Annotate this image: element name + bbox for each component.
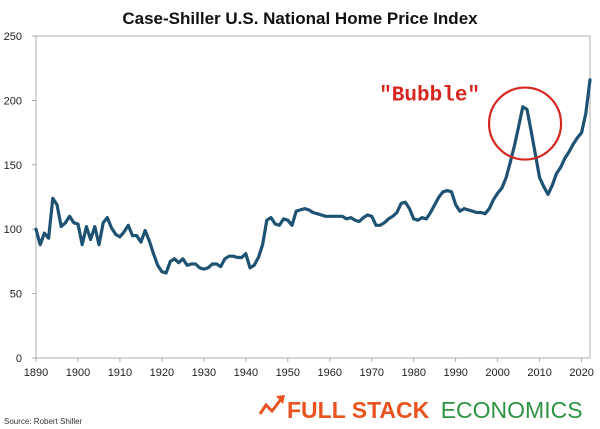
- annotation-layer: "Bubble": [379, 85, 563, 161]
- x-tick-label: 1980: [401, 367, 425, 379]
- series-line-0: [34, 78, 592, 275]
- x-tick-label: 1940: [234, 367, 258, 379]
- x-tick-label: 2000: [485, 367, 509, 379]
- y-tick-label: 200: [4, 95, 22, 107]
- series-layer: [34, 78, 592, 275]
- x-tick-label: 1990: [443, 367, 467, 379]
- x-tick-label: 2010: [527, 367, 551, 379]
- bubble-circle: [487, 86, 563, 161]
- x-tick-label: 2020: [569, 367, 593, 379]
- y-tick-label: 0: [16, 353, 22, 365]
- x-axis: 1890 1900 1910 1920 1930 1940 1950 1960 1970 1980…: [24, 358, 594, 379]
- brand-logo: FULL STACK ECONOMICS: [258, 395, 583, 423]
- x-tick-label: 1950: [276, 367, 300, 379]
- x-tick-label: 1920: [150, 367, 174, 379]
- x-tick-label: 1960: [318, 367, 342, 379]
- x-tick-label: 1890: [24, 367, 48, 379]
- y-tick-label: 150: [4, 160, 22, 172]
- x-tick-label: 1970: [360, 367, 384, 379]
- y-tick-label: 100: [4, 224, 22, 236]
- trend-arrow-icon: [258, 395, 285, 415]
- brand-part1: FULL STACK: [287, 397, 430, 423]
- x-tick-label: 1900: [66, 367, 90, 379]
- y-tick-label: 50: [10, 289, 22, 301]
- plot-frame: [35, 35, 591, 359]
- bubble-label: "Bubble": [379, 85, 480, 108]
- x-tick-label: 1910: [108, 367, 132, 379]
- y-axis: 0 50 100 150 200 250: [4, 31, 36, 365]
- chart-title: Case-Shiller U.S. National Home Price In…: [122, 9, 478, 28]
- plot-area-border: [35, 35, 591, 359]
- brand-name: FULL STACK ECONOMICS: [287, 397, 583, 423]
- source-note: Source: Robert Shiller: [4, 417, 83, 426]
- y-tick-label: 250: [4, 31, 22, 43]
- brand-part2: ECONOMICS: [441, 397, 583, 423]
- x-tick-label: 1930: [192, 367, 216, 379]
